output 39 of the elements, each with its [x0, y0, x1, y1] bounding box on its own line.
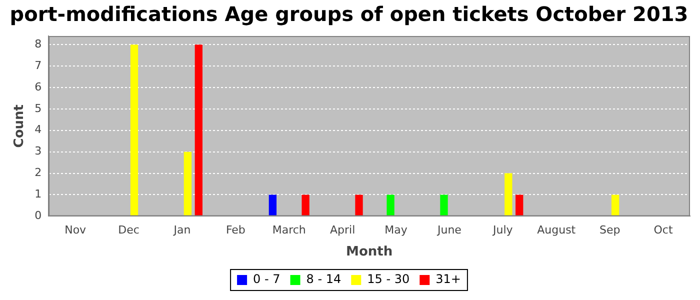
bar	[386, 194, 394, 216]
bar	[504, 173, 512, 216]
y-tick-label: 5	[34, 102, 42, 115]
bar	[302, 194, 310, 216]
legend-label: 8 - 14	[306, 272, 342, 286]
y-tick-label: 3	[34, 144, 42, 158]
x-tick-label: June	[436, 224, 462, 237]
x-tick-label: March	[272, 224, 306, 237]
bar	[440, 194, 448, 216]
y-tick-label: 2	[34, 166, 42, 180]
bar	[130, 44, 138, 216]
x-axis-title: Month	[346, 244, 393, 260]
bar	[611, 194, 620, 216]
y-tick-label: 0	[34, 209, 42, 222]
x-tick-label: Dec	[118, 224, 140, 237]
legend-label: 15 - 30	[367, 272, 410, 286]
x-tick-label: Nov	[64, 224, 87, 237]
y-tick-label: 6	[34, 80, 42, 94]
y-tick-label: 1	[34, 188, 42, 201]
x-tick-label: August	[537, 224, 576, 237]
x-tick-label: Jan	[172, 224, 191, 237]
y-tick-label: 8	[34, 37, 42, 50]
bar	[355, 194, 363, 216]
bar	[194, 44, 202, 216]
x-tick-label: Sep	[599, 224, 620, 237]
bar	[268, 194, 277, 216]
y-axis-title: Count	[12, 104, 28, 148]
legend-label: 31+	[436, 272, 461, 286]
bar	[516, 194, 524, 216]
y-tick-label: 4	[34, 123, 42, 136]
x-tick-label: May	[384, 224, 408, 237]
legend-label: 0 - 7	[253, 272, 280, 286]
bar	[184, 152, 192, 216]
x-tick-label: July	[492, 224, 514, 237]
x-tick-label: Feb	[226, 224, 246, 237]
chart-title: port-modifications Age groups of open tickets October 2013	[10, 2, 688, 26]
y-tick-label: 7	[34, 58, 42, 72]
x-tick-label: Oct	[654, 224, 674, 237]
x-tick-label: April	[330, 224, 356, 237]
